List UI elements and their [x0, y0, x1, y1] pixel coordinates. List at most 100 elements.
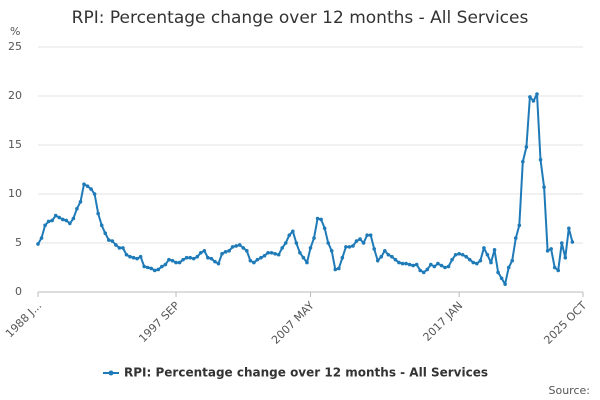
data-point [482, 246, 486, 250]
data-point [160, 264, 164, 269]
data-point [397, 260, 401, 265]
data-point [545, 249, 550, 253]
data-point [53, 213, 58, 218]
data-point [244, 249, 249, 253]
data-point [471, 260, 476, 265]
data-point [255, 257, 260, 262]
data-point [237, 243, 242, 247]
data-point [262, 253, 267, 258]
data-point [308, 246, 313, 250]
data-point [57, 215, 62, 220]
data-point [337, 266, 341, 271]
data-point [110, 239, 115, 243]
data-point [375, 258, 380, 263]
data-point [163, 262, 168, 267]
data-point [535, 92, 539, 96]
data-point [329, 249, 334, 253]
data-point [404, 261, 408, 266]
data-point [216, 261, 221, 266]
data-point [266, 251, 270, 255]
data-point [96, 211, 100, 216]
data-point [400, 261, 405, 266]
data-point [43, 223, 47, 228]
data-point [510, 258, 515, 263]
data-point [432, 264, 437, 269]
data-point [149, 266, 154, 271]
data-point [414, 262, 419, 267]
data-point [478, 258, 483, 263]
data-point [241, 246, 246, 250]
data-point [411, 263, 415, 268]
data-point [506, 265, 511, 270]
data-point [517, 223, 522, 228]
data-point [315, 216, 320, 221]
data-point [340, 255, 345, 260]
data-point [344, 245, 348, 249]
data-point [521, 159, 525, 164]
data-point [570, 240, 575, 244]
data-point [559, 241, 564, 245]
data-point [71, 216, 76, 221]
data-point [361, 241, 366, 245]
data-point [460, 252, 465, 257]
data-point [467, 257, 472, 262]
data-point [513, 236, 518, 240]
data-point [177, 260, 182, 265]
data-point [68, 221, 72, 226]
data-point [202, 249, 207, 253]
data-point [489, 260, 493, 265]
data-point [464, 254, 469, 259]
data-point [407, 262, 412, 267]
data-point [443, 265, 447, 270]
data-point [152, 268, 157, 273]
data-point [386, 252, 391, 257]
data-point [198, 251, 203, 255]
data-point [354, 239, 359, 243]
data-point [496, 270, 500, 275]
legend-marker [108, 370, 114, 376]
data-point [528, 95, 532, 99]
data-point [82, 182, 86, 186]
data-point [230, 245, 235, 249]
data-point [124, 252, 129, 257]
data-point [92, 192, 97, 196]
y-tick-label: 0 [15, 285, 22, 298]
data-point [131, 255, 136, 260]
data-point [421, 270, 426, 275]
data-point [89, 187, 93, 191]
data-point [425, 267, 430, 272]
data-point [167, 257, 171, 262]
data-point [276, 252, 281, 257]
data-point [248, 258, 253, 263]
data-point [347, 245, 352, 249]
data-point [418, 268, 423, 273]
data-point [114, 243, 118, 247]
data-point [552, 265, 557, 270]
data-point [78, 200, 83, 204]
data-point [390, 254, 394, 259]
chart-title: RPI: Percentage change over 12 months - … [72, 8, 529, 28]
data-point [485, 252, 490, 257]
data-point [39, 236, 44, 240]
data-point [365, 233, 369, 237]
data-point [106, 238, 111, 242]
data-point [36, 242, 40, 246]
data-point [121, 246, 125, 250]
data-point [145, 265, 150, 270]
data-point [358, 237, 362, 241]
data-point [450, 257, 454, 262]
data-point [280, 246, 284, 250]
y-tick-label: 25 [8, 40, 22, 53]
data-point [85, 184, 90, 188]
data-point [556, 268, 561, 273]
data-point [191, 256, 196, 261]
data-point [259, 255, 263, 260]
x-tick-label: 2017 JAN [421, 299, 466, 344]
data-point [333, 267, 338, 272]
data-point [383, 249, 387, 253]
data-point [372, 247, 377, 251]
data-point [457, 251, 461, 256]
y-tick-label: 15 [8, 138, 22, 151]
data-point [379, 254, 384, 259]
data-point [223, 250, 228, 254]
